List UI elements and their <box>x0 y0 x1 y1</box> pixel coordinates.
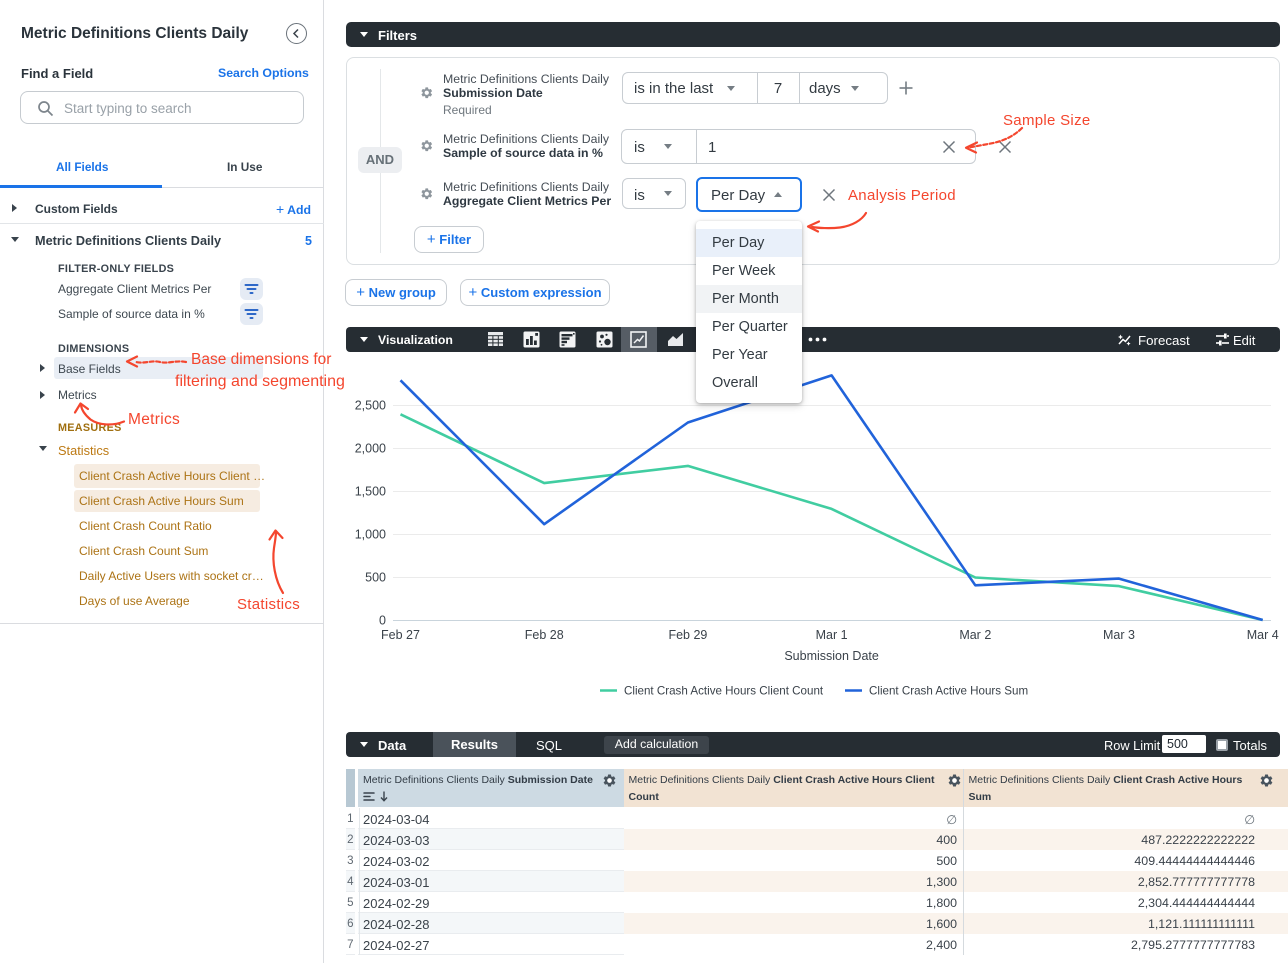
svg-text:1,500: 1,500 <box>355 485 386 499</box>
svg-text:Mar 3: Mar 3 <box>1103 628 1135 642</box>
svg-text:Client Crash Active Hours Clie: Client Crash Active Hours Client Count <box>624 685 824 698</box>
svg-text:Feb 27: Feb 27 <box>381 628 420 642</box>
svg-text:Mar 2: Mar 2 <box>959 628 991 642</box>
svg-text:500: 500 <box>365 571 386 585</box>
svg-text:Mar 4: Mar 4 <box>1247 628 1279 642</box>
svg-text:2,500: 2,500 <box>355 399 386 413</box>
svg-text:1,000: 1,000 <box>355 528 386 542</box>
svg-text:Feb 28: Feb 28 <box>525 628 564 642</box>
svg-text:Feb 29: Feb 29 <box>668 628 707 642</box>
svg-text:Submission Date: Submission Date <box>784 649 879 663</box>
svg-text:2,000: 2,000 <box>355 442 386 456</box>
svg-text:Mar 1: Mar 1 <box>816 628 848 642</box>
svg-text:0: 0 <box>379 614 386 628</box>
svg-text:Client Crash Active Hours Sum: Client Crash Active Hours Sum <box>869 685 1028 698</box>
